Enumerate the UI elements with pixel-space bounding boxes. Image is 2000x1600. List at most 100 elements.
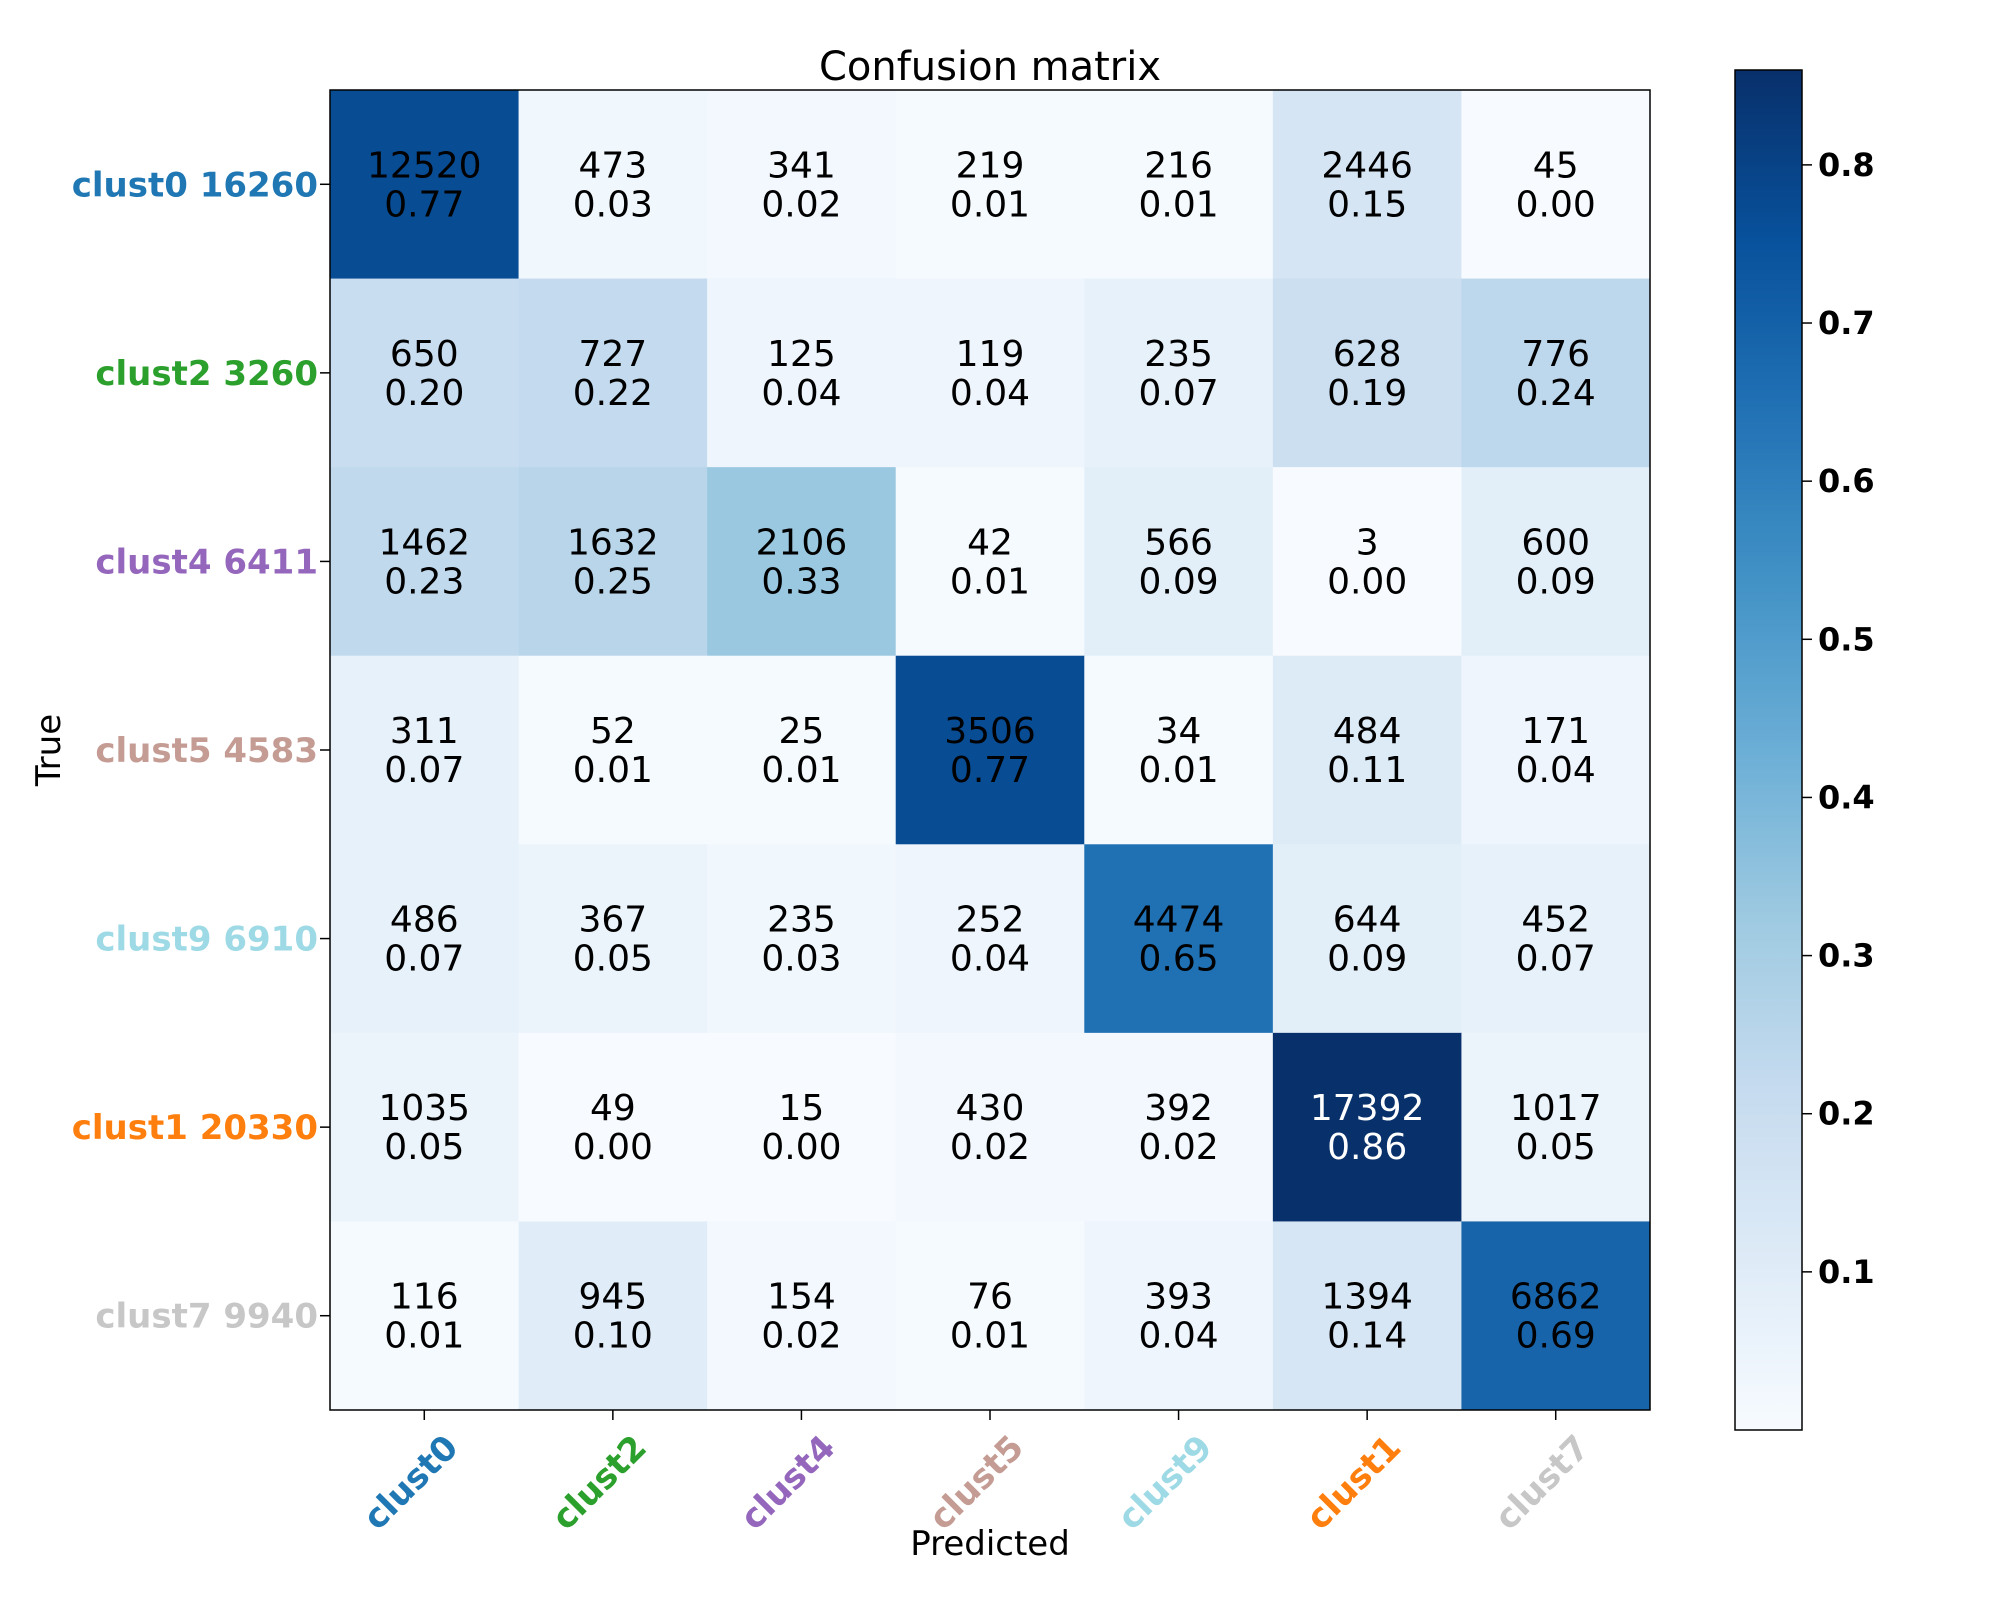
cell-count-label: 6862 [1510,1277,1602,1318]
matrix-cell [1084,1221,1274,1411]
cell-normalized-label: 0.01 [761,750,841,791]
cell-normalized-label: 0.15 [1327,184,1407,225]
cell-normalized-label: 0.05 [1516,1127,1596,1168]
cell-count-label: 116 [390,1277,459,1318]
matrix-cell [1272,278,1462,468]
matrix-cell [330,1221,520,1411]
matrix-cell [1084,90,1274,280]
matrix-cell [895,1032,1085,1222]
cell-count-label: 392 [1144,1088,1213,1129]
cell-count-label: 776 [1521,334,1590,375]
y-tick-labels: clust0 16260 clust2 3260 clust4 6411 clust5… [72,165,330,1337]
y-tick-label: clust7 9940 [95,1297,318,1337]
cell-normalized-label: 0.01 [384,1316,464,1357]
colorbar-tick-label: 0.4 [1818,778,1875,816]
matrix-cell [518,467,708,657]
y-tick-label: clust0 16260 [72,165,318,205]
colorbar-tick-label: 0.1 [1818,1253,1875,1291]
cell-count-label: 2106 [756,522,848,563]
matrix-cell [518,90,708,280]
matrix-cell [1461,90,1651,280]
y-tick-label: clust5 4583 [95,731,318,771]
matrix-cell [1084,467,1274,657]
x-tick-label: clust2 [544,1428,654,1538]
matrix-cell [895,844,1085,1034]
cell-count-label: 76 [967,1277,1013,1318]
matrix-cell [1272,467,1462,657]
cell-normalized-label: 0.10 [573,1316,653,1357]
cell-count-label: 484 [1333,711,1402,752]
matrix-cell [330,467,520,657]
cell-normalized-label: 0.22 [573,373,653,414]
cell-count-label: 945 [578,1277,647,1318]
matrix-cell [518,655,708,845]
cell-normalized-label: 0.69 [1516,1316,1596,1357]
matrix-cell [707,1221,897,1411]
cell-normalized-label: 0.77 [950,750,1030,791]
cell-count-label: 1017 [1510,1088,1602,1129]
cell-count-label: 52 [590,711,636,752]
matrix-cell [330,1032,520,1222]
cell-normalized-label: 0.20 [384,373,464,414]
cell-normalized-label: 0.01 [573,750,653,791]
matrix-cell [1461,467,1651,657]
cell-normalized-label: 0.04 [761,373,841,414]
colorbar-tick-label: 0.3 [1818,937,1875,975]
matrix-cell [707,1032,897,1222]
cell-count-label: 486 [390,900,459,941]
cell-normalized-label: 0.00 [1327,561,1407,602]
y-tick-label: clust2 3260 [95,354,318,394]
cell-count-label: 430 [956,1088,1025,1129]
x-tick-labels: clust0 clust2 clust4 clust5 clust9 clust1 clus… [356,1410,1598,1538]
matrix-cell [707,90,897,280]
cell-normalized-label: 0.05 [573,939,653,980]
matrix-cell [330,655,520,845]
cell-count-label: 252 [956,900,1025,941]
y-tick-label: clust9 6910 [95,920,318,960]
matrix-cell [1084,844,1274,1034]
x-tick-label: clust0 [356,1428,466,1538]
matrix-cell [518,1032,708,1222]
matrix-cell [1272,655,1462,845]
cell-normalized-label: 0.23 [384,561,464,602]
cell-count-label: 42 [967,522,1013,563]
cell-count-label: 566 [1144,522,1213,563]
cell-count-label: 2446 [1321,145,1413,186]
x-tick-label: clust7 [1487,1428,1597,1538]
cell-count-label: 15 [779,1088,825,1129]
matrix-cell [330,278,520,468]
cell-normalized-label: 0.04 [1138,1316,1218,1357]
cell-count-label: 45 [1533,145,1579,186]
matrix-cell [707,467,897,657]
cell-normalized-label: 0.02 [1138,1127,1218,1168]
matrix-cell [1272,1032,1462,1222]
matrix-cell [895,1221,1085,1411]
cell-count-label: 628 [1333,334,1402,375]
matrix-cell [895,655,1085,845]
matrix-cell [1461,1032,1651,1222]
colorbar-tick-label: 0.6 [1818,462,1875,500]
cell-normalized-label: 0.05 [384,1127,464,1168]
cell-normalized-label: 0.02 [761,1316,841,1357]
matrix-cell [1461,655,1651,845]
cell-count-label: 644 [1333,900,1402,941]
y-tick-label: clust4 6411 [95,542,318,582]
cell-count-label: 311 [390,711,459,752]
x-tick-label: clust5 [921,1428,1031,1538]
matrix-cell [1084,1032,1274,1222]
chart-title: Confusion matrix [819,44,1161,90]
cell-count-label: 34 [1156,711,1202,752]
cell-normalized-label: 0.03 [761,939,841,980]
cell-count-label: 650 [390,334,459,375]
cell-normalized-label: 0.33 [761,561,841,602]
matrix-cell [1461,844,1651,1034]
cell-normalized-label: 0.07 [384,750,464,791]
x-axis-label: Predicted [910,1524,1070,1564]
cell-normalized-label: 0.77 [384,184,464,225]
y-tick-label: clust1 20330 [72,1108,318,1148]
cell-count-label: 600 [1521,522,1590,563]
cell-normalized-label: 0.01 [950,184,1030,225]
y-axis-label: True [29,714,69,787]
matrix-cell [1272,90,1462,280]
cell-count-label: 235 [1144,334,1213,375]
